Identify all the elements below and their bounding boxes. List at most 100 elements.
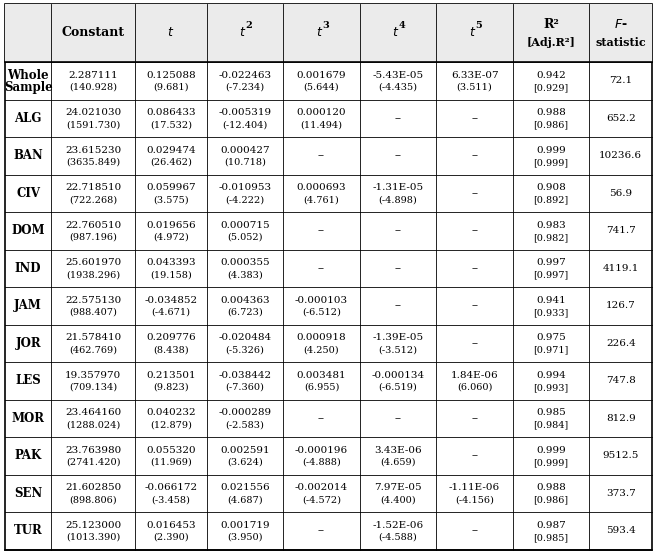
Text: (987.196): (987.196) (69, 233, 117, 242)
Text: $t$: $t$ (392, 26, 399, 40)
Text: PAK: PAK (14, 449, 42, 462)
Text: 652.2: 652.2 (606, 114, 635, 123)
Text: 0.001719: 0.001719 (220, 521, 270, 529)
Text: JOR: JOR (15, 337, 41, 350)
Text: (-5.326): (-5.326) (225, 346, 265, 354)
Text: [0.985]: [0.985] (533, 533, 569, 542)
Text: (988.407): (988.407) (69, 308, 117, 317)
Text: 72.1: 72.1 (609, 76, 632, 85)
Text: -0.000103: -0.000103 (295, 296, 348, 305)
Text: 4: 4 (399, 20, 405, 29)
Text: TUR: TUR (14, 524, 43, 537)
Text: (4.972): (4.972) (153, 233, 189, 242)
Text: 0.029474: 0.029474 (146, 146, 196, 155)
Text: 226.4: 226.4 (606, 339, 635, 348)
Text: $t$: $t$ (239, 26, 246, 40)
Text: 24.021030: 24.021030 (65, 108, 122, 117)
Text: 23.464160: 23.464160 (65, 408, 122, 417)
Text: -0.066172: -0.066172 (145, 483, 197, 492)
Text: 19.357970: 19.357970 (65, 370, 122, 380)
Text: 25.601970: 25.601970 (65, 258, 122, 267)
Text: --: -- (318, 264, 325, 273)
Text: -0.038442: -0.038442 (219, 370, 271, 380)
Text: 0.999: 0.999 (536, 146, 566, 155)
Text: 7.97E-05: 7.97E-05 (374, 483, 422, 492)
Text: 126.7: 126.7 (606, 301, 635, 310)
Text: (3.624): (3.624) (227, 458, 263, 467)
Text: 0.975: 0.975 (536, 333, 566, 342)
Text: -1.52E-06: -1.52E-06 (373, 521, 424, 529)
Text: 21.578410: 21.578410 (65, 333, 122, 342)
Text: $t$: $t$ (469, 26, 476, 40)
Text: (-4.888): (-4.888) (302, 458, 341, 467)
Text: --: -- (471, 414, 478, 423)
Text: (11.494): (11.494) (300, 120, 342, 130)
Text: (462.769): (462.769) (69, 346, 117, 354)
Text: --: -- (318, 526, 325, 535)
Text: -0.034852: -0.034852 (145, 296, 197, 305)
Text: --: -- (395, 151, 401, 160)
Text: (2741.420): (2741.420) (66, 458, 120, 467)
Text: (898.806): (898.806) (69, 496, 117, 505)
Text: 0.983: 0.983 (536, 221, 566, 230)
Text: LES: LES (15, 374, 41, 388)
Text: (11.969): (11.969) (150, 458, 192, 467)
Text: 0.000355: 0.000355 (220, 258, 270, 267)
Text: (2.390): (2.390) (153, 533, 189, 542)
Text: --: -- (395, 414, 401, 423)
Text: [0.999]: [0.999] (533, 458, 569, 467)
Text: (12.879): (12.879) (150, 421, 192, 429)
Text: (4.400): (4.400) (380, 496, 416, 505)
Text: BAN: BAN (13, 149, 43, 162)
Text: [Adj.R²]: [Adj.R²] (527, 36, 576, 47)
Text: (722.268): (722.268) (69, 195, 117, 204)
Text: (6.955): (6.955) (304, 383, 339, 392)
Text: 0.942: 0.942 (536, 71, 566, 79)
Text: --: -- (395, 264, 401, 273)
Text: (-4.435): (-4.435) (378, 83, 418, 92)
Text: (-4.671): (-4.671) (151, 308, 191, 317)
Text: (3.511): (3.511) (457, 83, 493, 92)
Text: 0.086433: 0.086433 (146, 108, 196, 117)
Text: (-7.360): (-7.360) (225, 383, 265, 392)
Text: 0.988: 0.988 (536, 483, 566, 492)
Text: (6.060): (6.060) (457, 383, 492, 392)
Text: 593.4: 593.4 (606, 526, 635, 535)
Text: --: -- (318, 151, 325, 160)
Text: 22.575130: 22.575130 (65, 296, 122, 305)
Text: -0.002014: -0.002014 (295, 483, 348, 492)
Text: 3.43E-06: 3.43E-06 (374, 445, 422, 455)
Text: --: -- (395, 301, 401, 310)
Text: 0.999: 0.999 (536, 445, 566, 455)
Text: [0.933]: [0.933] (533, 308, 569, 317)
Text: R²: R² (543, 18, 559, 30)
Text: (4.659): (4.659) (380, 458, 416, 467)
Text: 0.941: 0.941 (536, 296, 566, 305)
Text: --: -- (471, 226, 478, 235)
Text: statistic: statistic (595, 36, 646, 47)
Text: 0.908: 0.908 (536, 183, 566, 192)
Text: [0.929]: [0.929] (533, 83, 569, 92)
Text: 812.9: 812.9 (606, 414, 635, 423)
Text: (709.134): (709.134) (69, 383, 117, 392)
Text: (-3.458): (-3.458) (151, 496, 191, 505)
Text: $F$-: $F$- (614, 18, 627, 30)
Text: 0.994: 0.994 (536, 370, 566, 380)
Text: (1591.730): (1591.730) (66, 120, 120, 130)
Text: 0.000120: 0.000120 (297, 108, 346, 117)
Text: --: -- (471, 151, 478, 160)
Text: 25.123000: 25.123000 (65, 521, 122, 529)
Text: [0.984]: [0.984] (533, 421, 569, 429)
Text: 0.055320: 0.055320 (146, 445, 196, 455)
Text: 0.000693: 0.000693 (297, 183, 346, 192)
Text: [0.997]: [0.997] (533, 270, 569, 279)
Text: 0.985: 0.985 (536, 408, 566, 417)
Text: 23.615230: 23.615230 (65, 146, 122, 155)
Text: -0.000196: -0.000196 (295, 445, 348, 455)
Text: 373.7: 373.7 (606, 489, 635, 498)
Text: (-4.588): (-4.588) (378, 533, 417, 542)
Text: -1.11E-06: -1.11E-06 (449, 483, 500, 492)
Text: (8.438): (8.438) (153, 346, 189, 354)
Text: (-3.512): (-3.512) (378, 346, 418, 354)
Text: -0.000289: -0.000289 (219, 408, 271, 417)
